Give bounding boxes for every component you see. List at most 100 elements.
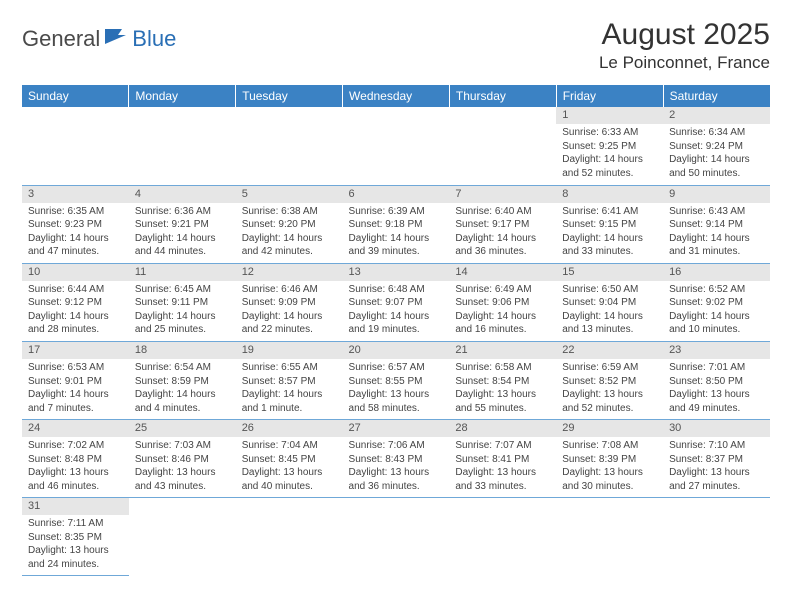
day-details: Sunrise: 6:50 AMSunset: 9:04 PMDaylight:… bbox=[556, 281, 663, 341]
day-details: Sunrise: 6:35 AMSunset: 9:23 PMDaylight:… bbox=[22, 203, 129, 263]
sunrise-text: Sunrise: 6:43 AM bbox=[669, 205, 764, 219]
day-number: 3 bbox=[22, 186, 129, 203]
daylight-text-2: and 13 minutes. bbox=[562, 323, 657, 337]
daylight-text-1: Daylight: 14 hours bbox=[135, 310, 230, 324]
calendar-row: 31Sunrise: 7:11 AMSunset: 8:35 PMDayligh… bbox=[22, 498, 770, 576]
calendar-cell bbox=[22, 107, 129, 185]
calendar-cell: 18Sunrise: 6:54 AMSunset: 8:59 PMDayligh… bbox=[129, 341, 236, 419]
calendar-cell: 17Sunrise: 6:53 AMSunset: 9:01 PMDayligh… bbox=[22, 341, 129, 419]
sunset-text: Sunset: 9:21 PM bbox=[135, 218, 230, 232]
calendar-cell: 5Sunrise: 6:38 AMSunset: 9:20 PMDaylight… bbox=[236, 185, 343, 263]
daylight-text-1: Daylight: 13 hours bbox=[455, 466, 550, 480]
calendar-cell: 19Sunrise: 6:55 AMSunset: 8:57 PMDayligh… bbox=[236, 341, 343, 419]
sunset-text: Sunset: 8:35 PM bbox=[28, 531, 123, 545]
daylight-text-2: and 19 minutes. bbox=[349, 323, 444, 337]
daylight-text-1: Daylight: 14 hours bbox=[669, 153, 764, 167]
sunset-text: Sunset: 9:20 PM bbox=[242, 218, 337, 232]
calendar-body: 1Sunrise: 6:33 AMSunset: 9:25 PMDaylight… bbox=[22, 107, 770, 576]
calendar-cell bbox=[663, 498, 770, 576]
day-number: 21 bbox=[449, 342, 556, 359]
sunset-text: Sunset: 8:59 PM bbox=[135, 375, 230, 389]
day-details: Sunrise: 6:49 AMSunset: 9:06 PMDaylight:… bbox=[449, 281, 556, 341]
sunrise-text: Sunrise: 7:11 AM bbox=[28, 517, 123, 531]
day-details: Sunrise: 6:38 AMSunset: 9:20 PMDaylight:… bbox=[236, 203, 343, 263]
sunrise-text: Sunrise: 6:33 AM bbox=[562, 126, 657, 140]
weekday-header: Saturday bbox=[663, 85, 770, 107]
day-number: 29 bbox=[556, 420, 663, 437]
daylight-text-1: Daylight: 14 hours bbox=[28, 388, 123, 402]
sunrise-text: Sunrise: 7:06 AM bbox=[349, 439, 444, 453]
day-number: 31 bbox=[22, 498, 129, 515]
daylight-text-1: Daylight: 14 hours bbox=[455, 232, 550, 246]
calendar-cell: 23Sunrise: 7:01 AMSunset: 8:50 PMDayligh… bbox=[663, 341, 770, 419]
sunset-text: Sunset: 9:17 PM bbox=[455, 218, 550, 232]
sunrise-text: Sunrise: 6:59 AM bbox=[562, 361, 657, 375]
day-details: Sunrise: 6:58 AMSunset: 8:54 PMDaylight:… bbox=[449, 359, 556, 419]
day-number: 7 bbox=[449, 186, 556, 203]
calendar-cell: 30Sunrise: 7:10 AMSunset: 8:37 PMDayligh… bbox=[663, 420, 770, 498]
day-number: 6 bbox=[343, 186, 450, 203]
header: General Blue August 2025 Le Poinconnet, … bbox=[22, 18, 770, 73]
daylight-text-1: Daylight: 13 hours bbox=[669, 388, 764, 402]
daylight-text-2: and 36 minutes. bbox=[349, 480, 444, 494]
daylight-text-2: and 43 minutes. bbox=[135, 480, 230, 494]
daylight-text-2: and 16 minutes. bbox=[455, 323, 550, 337]
day-details: Sunrise: 7:01 AMSunset: 8:50 PMDaylight:… bbox=[663, 359, 770, 419]
sunset-text: Sunset: 9:01 PM bbox=[28, 375, 123, 389]
daylight-text-2: and 46 minutes. bbox=[28, 480, 123, 494]
sunrise-text: Sunrise: 6:41 AM bbox=[562, 205, 657, 219]
daylight-text-2: and 4 minutes. bbox=[135, 402, 230, 416]
daylight-text-1: Daylight: 13 hours bbox=[455, 388, 550, 402]
daylight-text-2: and 33 minutes. bbox=[562, 245, 657, 259]
calendar-cell: 8Sunrise: 6:41 AMSunset: 9:15 PMDaylight… bbox=[556, 185, 663, 263]
day-details: Sunrise: 7:11 AMSunset: 8:35 PMDaylight:… bbox=[22, 515, 129, 575]
daylight-text-1: Daylight: 14 hours bbox=[455, 310, 550, 324]
daylight-text-1: Daylight: 14 hours bbox=[349, 232, 444, 246]
day-number: 20 bbox=[343, 342, 450, 359]
daylight-text-1: Daylight: 14 hours bbox=[135, 388, 230, 402]
day-number: 23 bbox=[663, 342, 770, 359]
sunset-text: Sunset: 8:37 PM bbox=[669, 453, 764, 467]
daylight-text-2: and 42 minutes. bbox=[242, 245, 337, 259]
daylight-text-2: and 39 minutes. bbox=[349, 245, 444, 259]
daylight-text-1: Daylight: 14 hours bbox=[562, 232, 657, 246]
day-number: 15 bbox=[556, 264, 663, 281]
daylight-text-2: and 50 minutes. bbox=[669, 167, 764, 181]
day-details: Sunrise: 7:10 AMSunset: 8:37 PMDaylight:… bbox=[663, 437, 770, 497]
day-number: 27 bbox=[343, 420, 450, 437]
day-details: Sunrise: 6:55 AMSunset: 8:57 PMDaylight:… bbox=[236, 359, 343, 419]
calendar-cell: 2Sunrise: 6:34 AMSunset: 9:24 PMDaylight… bbox=[663, 107, 770, 185]
daylight-text-1: Daylight: 13 hours bbox=[242, 466, 337, 480]
day-number: 18 bbox=[129, 342, 236, 359]
daylight-text-1: Daylight: 14 hours bbox=[669, 232, 764, 246]
day-number: 22 bbox=[556, 342, 663, 359]
daylight-text-1: Daylight: 13 hours bbox=[562, 466, 657, 480]
sunset-text: Sunset: 9:09 PM bbox=[242, 296, 337, 310]
day-details: Sunrise: 6:57 AMSunset: 8:55 PMDaylight:… bbox=[343, 359, 450, 419]
calendar-row: 24Sunrise: 7:02 AMSunset: 8:48 PMDayligh… bbox=[22, 420, 770, 498]
sunrise-text: Sunrise: 7:10 AM bbox=[669, 439, 764, 453]
calendar-cell bbox=[129, 107, 236, 185]
calendar-cell: 3Sunrise: 6:35 AMSunset: 9:23 PMDaylight… bbox=[22, 185, 129, 263]
calendar-cell: 14Sunrise: 6:49 AMSunset: 9:06 PMDayligh… bbox=[449, 263, 556, 341]
calendar-cell: 28Sunrise: 7:07 AMSunset: 8:41 PMDayligh… bbox=[449, 420, 556, 498]
daylight-text-2: and 33 minutes. bbox=[455, 480, 550, 494]
daylight-text-1: Daylight: 14 hours bbox=[562, 310, 657, 324]
day-details: Sunrise: 7:07 AMSunset: 8:41 PMDaylight:… bbox=[449, 437, 556, 497]
sunrise-text: Sunrise: 7:04 AM bbox=[242, 439, 337, 453]
calendar-cell bbox=[236, 498, 343, 576]
calendar-cell: 25Sunrise: 7:03 AMSunset: 8:46 PMDayligh… bbox=[129, 420, 236, 498]
day-number: 13 bbox=[343, 264, 450, 281]
day-details: Sunrise: 6:36 AMSunset: 9:21 PMDaylight:… bbox=[129, 203, 236, 263]
sunset-text: Sunset: 8:45 PM bbox=[242, 453, 337, 467]
calendar-cell: 22Sunrise: 6:59 AMSunset: 8:52 PMDayligh… bbox=[556, 341, 663, 419]
sunrise-text: Sunrise: 7:03 AM bbox=[135, 439, 230, 453]
daylight-text-2: and 49 minutes. bbox=[669, 402, 764, 416]
sunrise-text: Sunrise: 6:36 AM bbox=[135, 205, 230, 219]
weekday-header: Friday bbox=[556, 85, 663, 107]
day-details: Sunrise: 6:48 AMSunset: 9:07 PMDaylight:… bbox=[343, 281, 450, 341]
calendar-cell: 21Sunrise: 6:58 AMSunset: 8:54 PMDayligh… bbox=[449, 341, 556, 419]
day-number: 14 bbox=[449, 264, 556, 281]
sunset-text: Sunset: 8:54 PM bbox=[455, 375, 550, 389]
daylight-text-1: Daylight: 13 hours bbox=[349, 388, 444, 402]
